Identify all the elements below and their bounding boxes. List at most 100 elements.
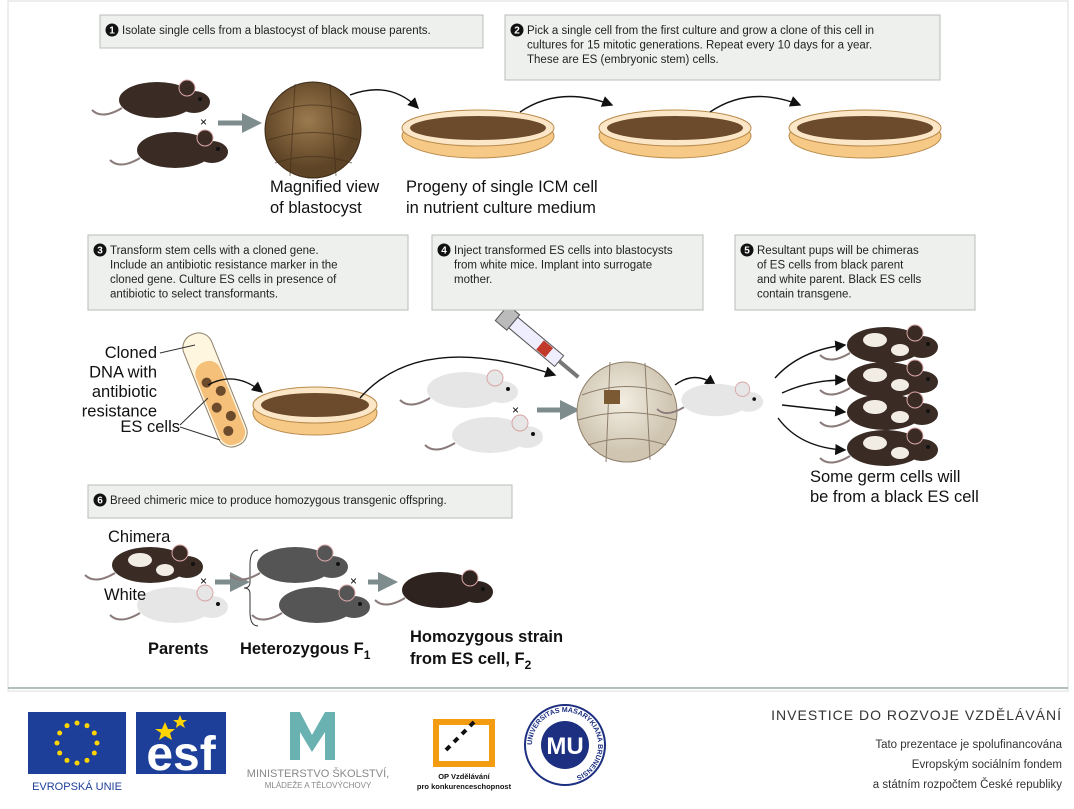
mouse-eye <box>336 562 340 566</box>
spot <box>891 344 909 356</box>
mouse-head <box>171 556 203 578</box>
mouse-ear <box>511 414 529 432</box>
step-number: 4 <box>441 246 447 257</box>
mouse-eye <box>926 377 930 381</box>
mouse-body <box>402 572 478 608</box>
mouse-ear <box>906 427 924 445</box>
mouse <box>84 544 203 583</box>
mu-logo: MU <box>546 733 583 760</box>
star <box>64 723 70 729</box>
step-text: Resultant pups will be chimeras <box>757 245 919 257</box>
illustration <box>84 79 942 627</box>
cells <box>261 393 369 417</box>
step-box <box>734 234 976 311</box>
label: DNA with <box>89 364 157 382</box>
mouse-body <box>681 383 750 417</box>
msmt-text: MLÁDEŽE A TĚLOVÝCHOVY <box>265 781 372 790</box>
mouse <box>251 584 370 623</box>
label: resistance <box>82 403 157 421</box>
mouse-ear <box>906 391 924 409</box>
star <box>91 730 97 736</box>
mouse-eye <box>198 97 202 101</box>
logos <box>28 704 606 786</box>
step-badge <box>510 23 524 37</box>
mouse-ear <box>196 129 214 147</box>
mouse-tail <box>819 352 851 361</box>
mouse <box>819 324 938 363</box>
mouse-body <box>257 547 333 583</box>
mouse <box>819 427 938 466</box>
spot <box>863 436 887 450</box>
step-text: Include an antibiotic resistance marker … <box>110 260 338 272</box>
mouse-ear <box>734 381 751 397</box>
mouse-tail <box>819 387 851 396</box>
label: Homozygous strain <box>410 628 563 646</box>
step-badge <box>740 243 754 257</box>
mouse <box>656 381 764 417</box>
op-text: pro konkurenceschopnost <box>417 782 512 791</box>
step-text: from white mice. Implant into surrogate <box>454 260 652 272</box>
mouse-eye <box>506 387 510 391</box>
subscript: 1 <box>364 648 371 662</box>
step-number: 5 <box>744 246 750 257</box>
step-badge <box>93 243 107 257</box>
spot <box>891 447 909 459</box>
step-text: These are ES (embryonic stem) cells. <box>527 54 719 66</box>
cells <box>797 116 933 140</box>
mouse-head <box>338 596 370 618</box>
star <box>91 750 97 756</box>
spot <box>863 400 887 414</box>
mouse-head <box>906 403 938 425</box>
mouse-body <box>137 132 213 168</box>
mouse-ear <box>906 359 924 377</box>
mouse-head <box>196 141 228 163</box>
step-text: cloned gene. Culture ES cells in presenc… <box>110 274 337 286</box>
mouse-eye <box>191 562 195 566</box>
spot <box>128 553 152 567</box>
cross: × <box>200 115 207 129</box>
step-text: Isolate single cells from a blastocyst o… <box>122 25 431 37</box>
mouse-head <box>196 596 228 618</box>
mouse-ear <box>171 544 189 562</box>
mouse-head <box>316 556 348 578</box>
step-text: of ES cells from black parent <box>757 260 904 272</box>
cells <box>607 116 743 140</box>
step-box <box>504 14 941 81</box>
mouse-eye <box>481 587 485 591</box>
op-text: OP Vzdělávání <box>438 772 490 781</box>
spot <box>863 333 887 347</box>
mouse-eye <box>926 342 930 346</box>
label: Magnified view <box>270 178 379 196</box>
label: of blastocyst <box>270 199 362 217</box>
footer-text: Tato prezentace je spolufinancována <box>875 739 1062 751</box>
star <box>74 720 80 726</box>
mouse-ear <box>461 569 479 587</box>
step-number: 3 <box>97 246 103 257</box>
mouse-head <box>734 391 764 412</box>
mouse-body <box>452 417 528 453</box>
mouse-tail <box>819 455 851 464</box>
label: in nutrient culture medium <box>406 199 596 217</box>
step-text: mother. <box>454 274 492 286</box>
mouse <box>109 129 228 168</box>
mouse <box>819 391 938 430</box>
spot <box>891 411 909 423</box>
step-box <box>87 484 513 519</box>
step-text: antibiotic to select transformants. <box>110 289 278 301</box>
step-badge <box>93 493 107 507</box>
mouse-body <box>427 372 503 408</box>
mouse-tail <box>656 406 685 414</box>
mouse-eye <box>358 602 362 606</box>
mouse <box>819 359 938 398</box>
label: Parents <box>148 640 209 658</box>
step-text: cultures for 15 mitotic generations. Rep… <box>527 40 872 52</box>
step-text: Breed chimeric mice to produce homozygou… <box>110 495 447 507</box>
mouse-tail <box>819 419 851 428</box>
label: antibiotic <box>92 383 157 401</box>
star <box>57 730 63 736</box>
cross: × <box>512 403 519 417</box>
mouse-tail <box>109 157 141 166</box>
footer-heading: INVESTICE DO ROZVOJE VZDĚLÁVÁNÍ <box>771 707 1062 723</box>
